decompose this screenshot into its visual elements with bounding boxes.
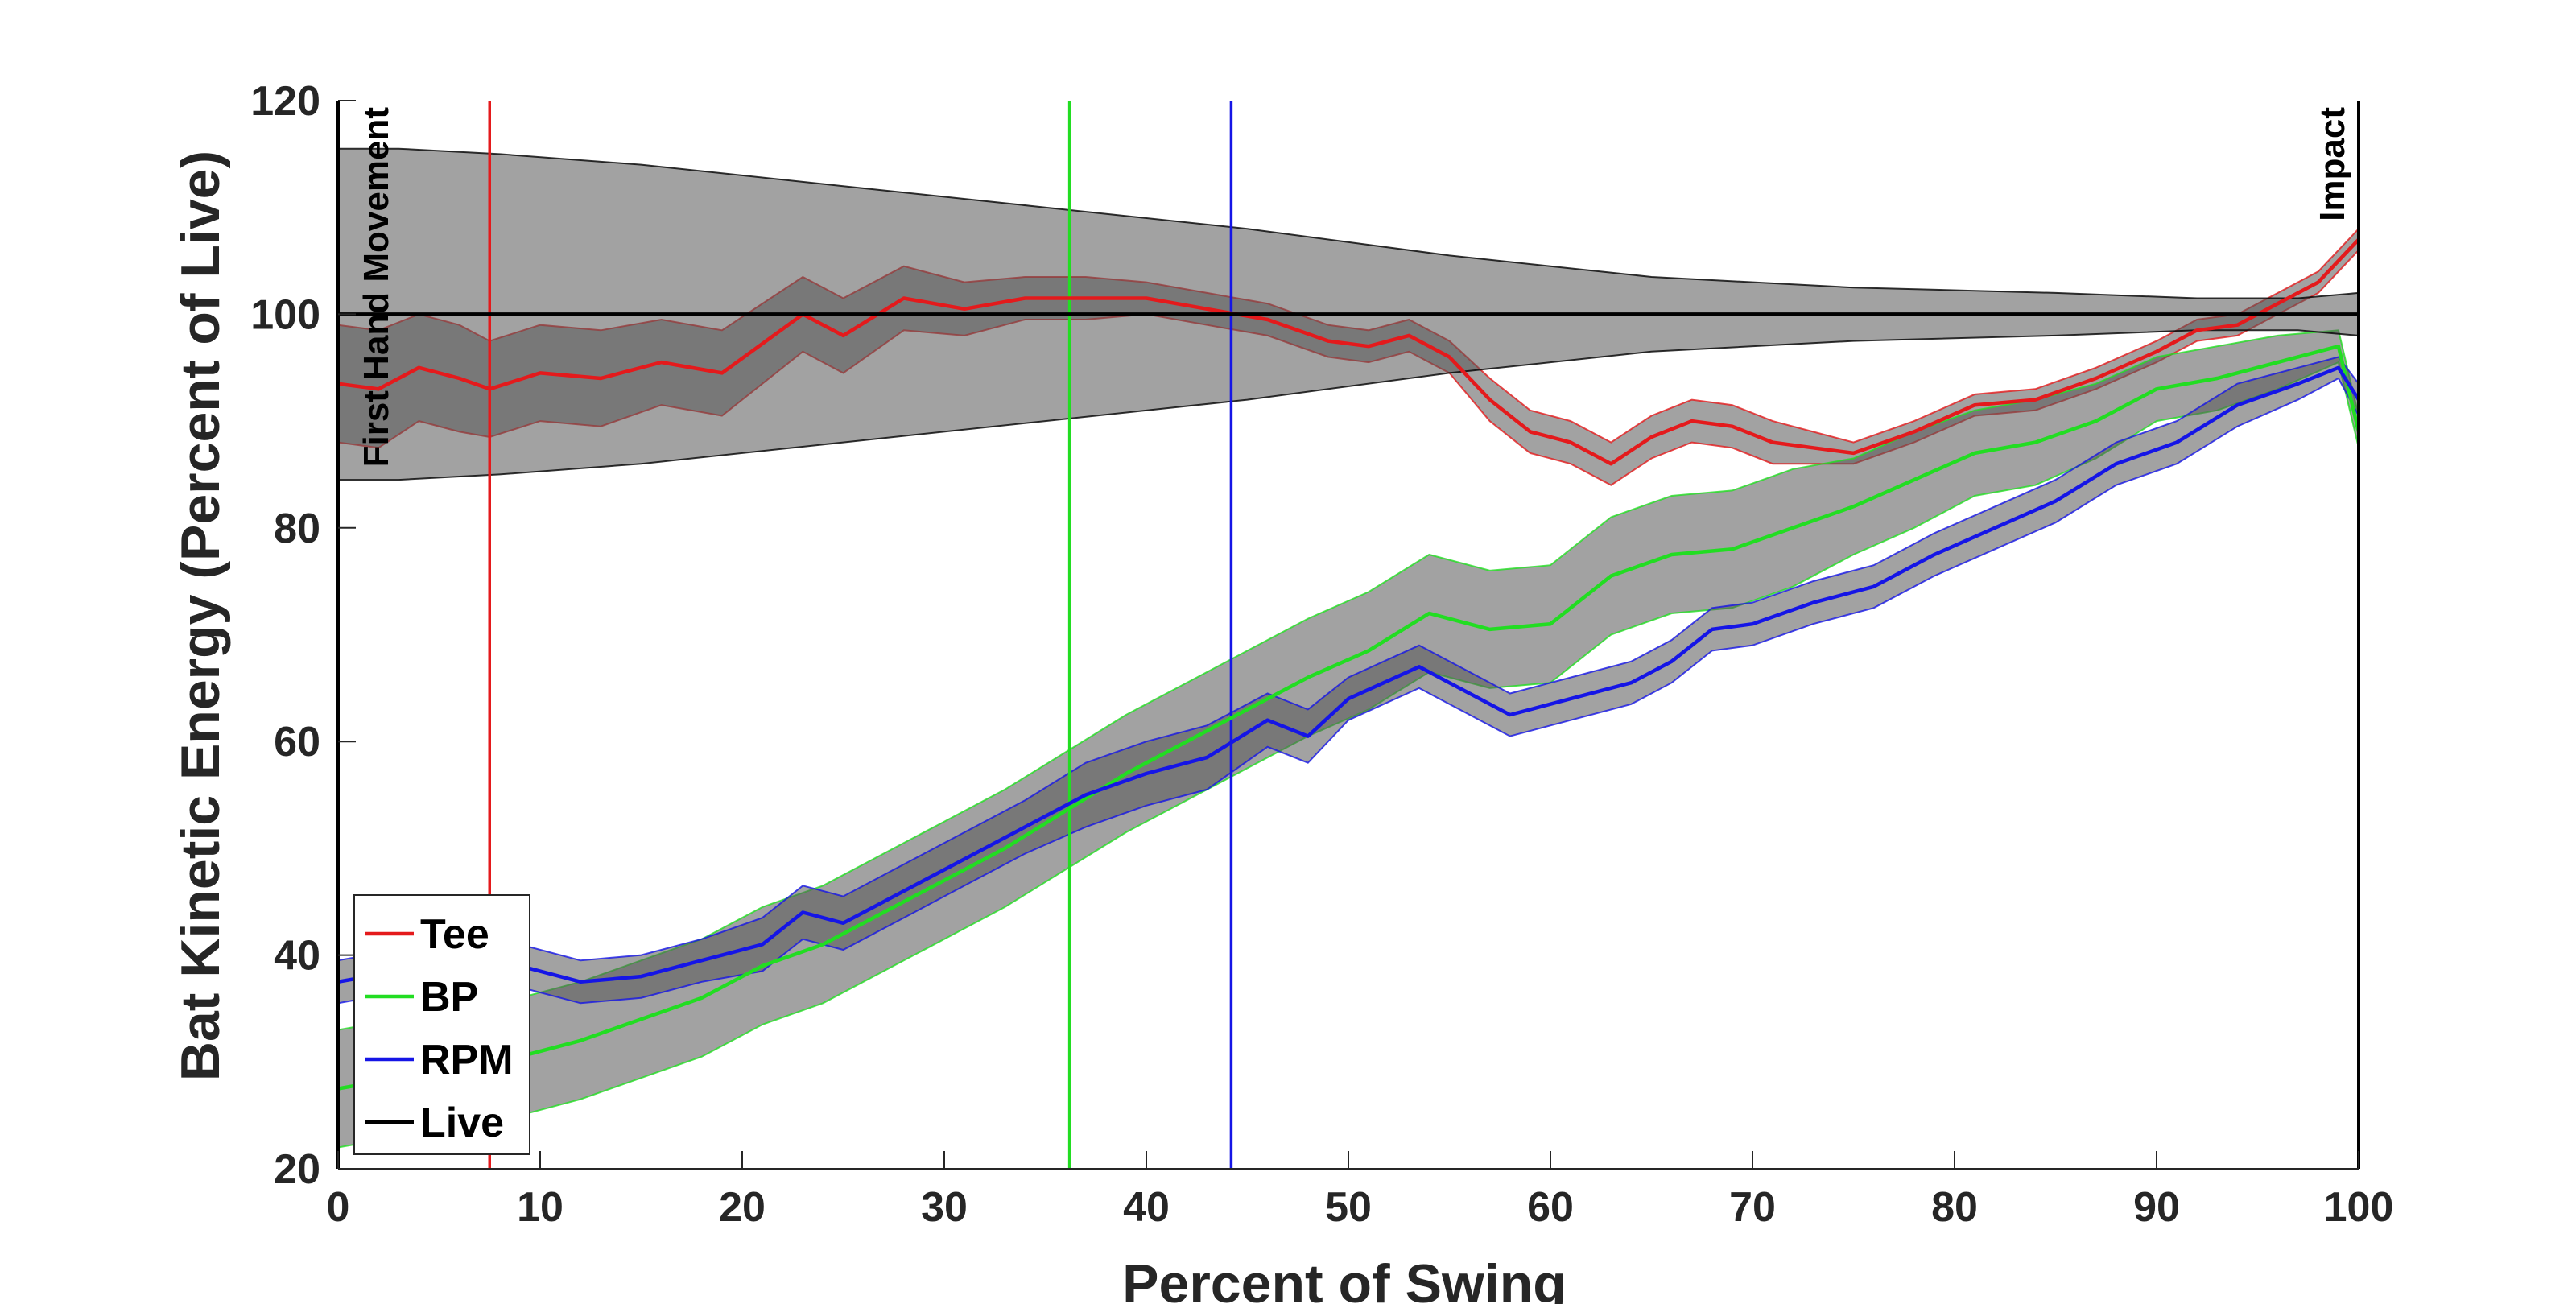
- x-tick-label: 40: [1123, 1184, 1170, 1231]
- legend-box: [353, 894, 530, 1155]
- x-tick-label: 70: [1729, 1184, 1776, 1231]
- band-rpm: [338, 357, 2359, 1004]
- line-rpm: [338, 365, 2359, 984]
- band-upper-edge-live: [338, 147, 2359, 299]
- series-lines: [338, 237, 2359, 1091]
- legend: Tee BP RPM Live: [353, 894, 530, 1155]
- line-tee: [338, 237, 2359, 466]
- legend-label-live: Live: [420, 1100, 504, 1146]
- impact-label: Impact: [2313, 107, 2352, 221]
- confidence-bands: [338, 147, 2359, 1149]
- first-hand-movement-label: First Hand Movement: [357, 107, 396, 468]
- y-tick-label: 20: [274, 1146, 320, 1193]
- y-tick-label: 80: [274, 505, 320, 552]
- y-tick-label: 100: [250, 291, 320, 338]
- y-tick-label: 60: [274, 719, 320, 765]
- annotations: First Hand Movement Impact: [357, 107, 2352, 468]
- band-upper-edge-rpm: [338, 356, 2359, 962]
- legend-label-tee: Tee: [420, 911, 489, 958]
- x-tick-label: 0: [327, 1184, 350, 1231]
- x-tick-label: 90: [2133, 1184, 2180, 1231]
- y-axis-title: Bat Kinetic Energy (Percent of Live): [170, 151, 231, 1081]
- y-tick-label: 120: [250, 78, 320, 125]
- y-tick-label: 40: [274, 933, 320, 980]
- band-lower-edge-live: [338, 329, 2359, 481]
- x-tick-label: 80: [1931, 1184, 1978, 1231]
- band-lower-edge-rpm: [338, 377, 2359, 1005]
- line-bp: [338, 344, 2359, 1091]
- x-tick-label: 60: [1527, 1184, 1574, 1231]
- x-tick-label: 100: [2324, 1184, 2394, 1231]
- x-tick-label: 10: [517, 1184, 564, 1231]
- axes: 0 10 20 30 40 50 60 70 80 90 100 20 40 60 80 100 120: [250, 78, 2393, 1231]
- legend-label-rpm: RPM: [420, 1037, 514, 1083]
- x-tick-label: 50: [1325, 1184, 1372, 1231]
- x-tick-label: 20: [719, 1184, 766, 1231]
- x-tick-label: 30: [921, 1184, 968, 1231]
- x-axis-title: Percent of Swing: [1122, 1253, 1567, 1304]
- legend-label-bp: BP: [420, 974, 478, 1021]
